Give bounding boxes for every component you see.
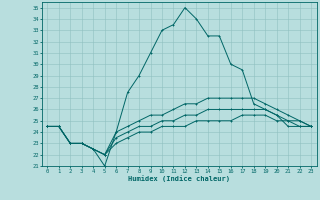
X-axis label: Humidex (Indice chaleur): Humidex (Indice chaleur) <box>128 175 230 182</box>
